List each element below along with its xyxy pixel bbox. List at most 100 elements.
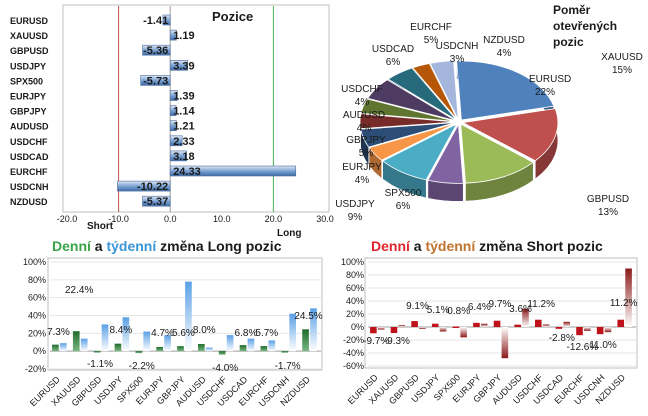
weekly-bar-usdchf [542, 324, 550, 327]
long-axis-label: Long [277, 228, 301, 239]
pie-label-name-audusd: AUDUSD [343, 110, 385, 121]
position-category-label: NZDUSD [10, 197, 48, 207]
weekly-bar-eurusd [377, 327, 385, 330]
position-bar-xauusd [169, 29, 177, 41]
position-bar-usdcnh [117, 180, 171, 192]
position-bar-usdchf [169, 135, 183, 147]
long-plot-frame [47, 257, 323, 371]
position-bar-audusd [169, 120, 177, 131]
short-title-daily: Denní [371, 238, 411, 254]
pie-label-pct-xauusd: 15% [612, 65, 632, 76]
daily-change-label: 0.8% [447, 306, 470, 317]
position-category-label: EURCHF [10, 167, 48, 177]
weekly-bar-eurjpy [480, 323, 488, 327]
pie-label-pct-spx500: 6% [396, 201, 411, 212]
short-title-rest: změna Short pozic [475, 238, 603, 254]
weekly-bar-spx500 [143, 331, 151, 352]
pie-label-pct-usdcnh: 3% [450, 54, 465, 65]
daily-bar-usdcad [239, 345, 247, 352]
daily-change-label: 9.7% [489, 299, 512, 310]
weekly-bar-usdjpy [122, 317, 130, 352]
weekly-bar-eurjpy [164, 335, 171, 352]
weekly-bar-eurchf [268, 340, 276, 352]
y-tick-label: -20% [25, 364, 46, 374]
long-title-weekly: týdenní [106, 238, 157, 254]
position-value-label: 1.21 [173, 121, 194, 133]
position-bar-gbpusd [142, 44, 171, 56]
pie-title-line-2: otevřených [553, 19, 617, 33]
y-tick-label: 40% [346, 296, 364, 306]
daily-change-label: 11.0% [589, 340, 617, 351]
daily-bar-eurusd [370, 327, 377, 334]
weekly-bar-nzdusd [310, 308, 317, 352]
daily-bar-spx500 [452, 326, 460, 328]
pie-label-name-eurusd: EURUSD [529, 74, 571, 85]
pie-label-name-gbpjpy: GBPJPY [346, 135, 386, 146]
position-category-label: USDCNH [10, 182, 49, 192]
long-title-rest: změna Long pozic [156, 238, 281, 254]
pie-label-pct-audusd: 4% [357, 123, 372, 134]
pie-slice-gbpusd [460, 123, 534, 184]
pie-label-pct-usdchf: 4% [355, 97, 370, 108]
daily-change-label: -1.1% [87, 359, 113, 370]
daily-bar-gbpusd [411, 321, 418, 327]
weekly-bar-gbpusd [419, 327, 426, 329]
short-title-and: a [410, 238, 426, 254]
daily-bar-gbpjpy [493, 320, 501, 327]
position-bar-spx500 [140, 75, 171, 86]
daily-change-label: 6.8% [235, 328, 258, 339]
daily-bar-eurjpy [156, 346, 163, 352]
y-tick-label: 0% [33, 346, 46, 356]
pie-slice-audusd [359, 113, 456, 130]
pie-label-name-xauusd: XAUUSD [601, 52, 643, 63]
weekly-bar-gbpjpy [185, 281, 192, 352]
y-tick-label: 60% [28, 293, 46, 303]
pie-slice-spx500 [427, 123, 464, 184]
weekly-bar-xauusd [80, 338, 88, 352]
pie-label-name-usdchf: USDCHF [341, 84, 383, 95]
daily-bar-audusd [514, 324, 521, 327]
pie-label-name-usdjpy: USDJPY [335, 199, 375, 210]
daily-change-label: 6.4% [468, 302, 491, 313]
y-tick-label: -20% [343, 335, 364, 345]
position-bar-nzdusd [142, 195, 171, 207]
y-tick-label: -60% [343, 361, 364, 371]
weekly-bar-audusd [522, 308, 529, 327]
daily-bar-spx500 [135, 351, 143, 354]
daily-bar-usdjpy [431, 323, 439, 327]
positions-plot-frame [62, 4, 330, 213]
position-value-label: -10.22 [137, 181, 168, 193]
position-x-tick-label: 20.0 [265, 214, 283, 224]
position-value-label: 3.39 [173, 60, 194, 72]
position-x-tick-label: 10.0 [213, 214, 231, 224]
short-axis-label: Short [87, 221, 114, 232]
pie-label-pct-eurjpy: 4% [355, 175, 370, 186]
position-value-label: -5.36 [143, 45, 168, 57]
long-change-chart: Denní a týdenní změna Long pozic 100% 80%… [23, 238, 323, 409]
pie-label-pct-usdcad: 6% [386, 57, 401, 68]
daily-bar-xauusd [72, 331, 80, 352]
daily-bar-usdcad [555, 327, 563, 329]
daily-change-label: 5.7% [255, 328, 278, 339]
positions-chart: Pozice EURUSD XAUUSD GBPUSD USDJPY SPX500 EUR… [10, 4, 334, 239]
pie-slice-usdjpy [381, 123, 458, 181]
y-tick-label: 100% [23, 257, 46, 267]
weekly-bar-usdjpy [439, 327, 447, 332]
position-x-tick-label: 30.0 [316, 214, 334, 224]
position-bar-eurchf [169, 165, 297, 177]
daily-change-label: 4.7% [151, 328, 174, 339]
short-plot-frame [364, 257, 638, 369]
pie-title-line-1: Poměr [553, 3, 591, 17]
position-category-label: USDCHF [10, 137, 48, 147]
pie-label-name-eurjpy: EURJPY [342, 162, 382, 173]
position-category-label: GBPUSD [10, 46, 49, 56]
weekly-bar-eurusd [60, 343, 67, 352]
weekly-bar-nzdusd [625, 268, 632, 327]
daily-change-label: 8.4% [109, 325, 132, 336]
daily-bar-usdcnh [281, 351, 289, 353]
position-bar-usdcad [169, 150, 187, 162]
position-x-tick-label: -20.0 [57, 214, 78, 224]
daily-bar-usdchf [218, 351, 226, 355]
pie-label-name-nzdusd: NZDUSD [483, 35, 525, 46]
